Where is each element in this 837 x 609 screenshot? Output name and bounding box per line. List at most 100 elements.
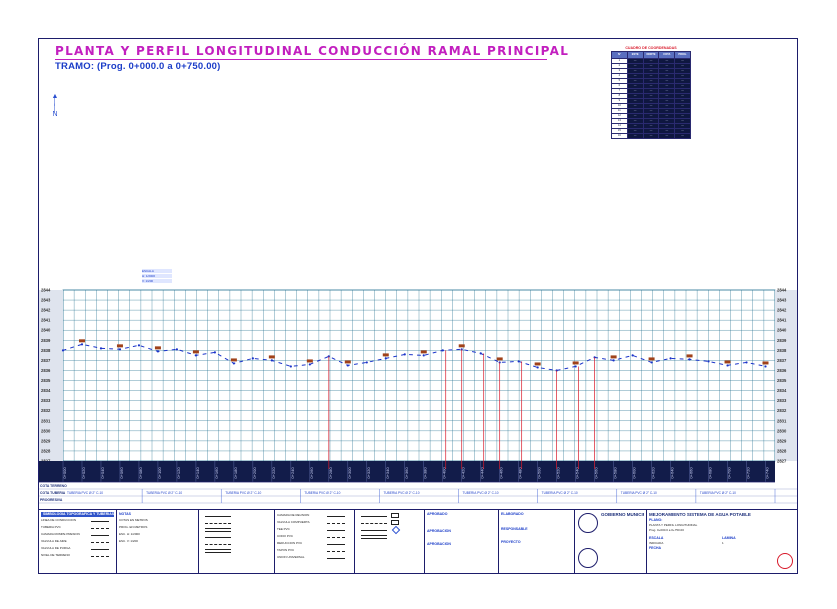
terrain-point <box>650 361 653 364</box>
station-label: 0+320 <box>366 467 371 479</box>
north-arrow-icon: ▲ │ │ N <box>51 93 59 118</box>
terrain-point <box>346 364 349 367</box>
simbolos-item-label: VALVULA COMPUERTA <box>277 520 310 525</box>
scale-note: ESCALA H: 1/2000 V: 1/200 <box>142 269 172 286</box>
terrain-point <box>612 359 615 362</box>
notas-item-label: ESC. H: 1/2000 <box>119 532 140 537</box>
terrain-point <box>175 348 179 351</box>
coord-header-4: PROG. <box>674 51 691 59</box>
simbolos-item-label: REDUCCION PVC <box>277 541 303 546</box>
elevation-label-right: 2832 <box>777 408 787 413</box>
table-row: 11— — — — <box>611 108 691 114</box>
table-row: 12— — — — <box>611 113 691 119</box>
terrain-point <box>308 363 311 366</box>
pipe-elevation-marker <box>610 355 617 359</box>
elevation-label-left: 2840 <box>41 328 51 333</box>
simbolos-symbol-icon <box>327 537 345 538</box>
pipe-elevation-marker <box>154 346 161 350</box>
leyenda-item: LINEA DE CONDUCCION <box>41 517 114 524</box>
title-underline <box>55 59 547 60</box>
station-label: 0+340 <box>385 467 390 479</box>
elevation-label-right: 2840 <box>777 328 787 333</box>
station-band <box>63 461 775 482</box>
station-label: 0+160 <box>214 467 219 479</box>
terrain-point <box>441 349 444 352</box>
elevation-label-right: 2844 <box>777 288 787 293</box>
station-label: 0+120 <box>176 467 181 479</box>
leyenda-symbol-icon <box>91 535 109 536</box>
station-label: 0+460 <box>499 467 504 479</box>
elevation-label-left: 2842 <box>41 308 51 313</box>
elevation-label-right: 2835 <box>777 378 787 383</box>
leyenda-item-label: VALVULA DE AIRE <box>41 539 67 544</box>
simbolos-item: TAPON PVC <box>277 547 352 554</box>
simbolos-item-label: TEE PVC <box>277 527 290 532</box>
simbolos-item: TEE PVC <box>277 526 352 533</box>
terrain-point <box>137 344 141 347</box>
terrain-point <box>365 361 368 364</box>
station-label: 0+700 <box>727 467 732 479</box>
table-row: 7— — — — <box>611 88 691 94</box>
elevation-label-left: 2832 <box>41 408 51 413</box>
leyenda-item-label: VALVULA DE PURGA <box>41 546 71 551</box>
aprobacion-cell: APROBADO APROBACIÓN APROBACIÓN <box>425 510 499 573</box>
elevation-label-left: 2830 <box>41 428 51 433</box>
station-label: 0+060 <box>119 467 124 479</box>
aprobacion-label-2: APROBACIÓN <box>427 542 451 546</box>
institution-cell: GOBIERNO MUNICIPAL <box>575 510 647 573</box>
pipe-elevation-marker <box>534 362 541 366</box>
terrain-point <box>118 348 122 351</box>
elevation-label-left: 2835 <box>41 378 51 383</box>
pipe-elevation-marker <box>116 344 123 348</box>
leyenda-item-label: NIVEL DE TERRENO <box>41 553 71 558</box>
responsable-label: RESPONSABLE <box>501 527 528 531</box>
terrain-point <box>536 366 539 369</box>
segment-label: TUBERIA PVC Ø 2" C-10 <box>67 491 103 495</box>
terrain-point <box>289 365 292 368</box>
station-label: 0+400 <box>442 467 447 479</box>
fittings-cell <box>355 510 425 573</box>
station-label: 0+280 <box>328 467 333 479</box>
elevation-label-right: 2839 <box>777 338 787 343</box>
station-label: 0+660 <box>689 467 694 479</box>
table-row: 1— — — — <box>611 58 691 64</box>
terrain-point <box>764 365 767 368</box>
coord-header-1: ESTE <box>626 51 644 59</box>
pipe-elevation-marker <box>648 357 655 361</box>
simbolos-symbol-icon <box>327 551 345 552</box>
terrain-point <box>80 343 84 346</box>
leyenda-title: SIMBOLOGIA TOPOGRAFICA Y TUBERIAS <box>41 512 114 517</box>
aprobado-label: APROBADO <box>427 512 448 516</box>
station-label: 0+620 <box>651 467 656 479</box>
elevation-label-left: 2829 <box>41 438 51 443</box>
elevation-label-left: 2836 <box>41 368 51 373</box>
coordinate-table: N° ESTE NORTE COTA PROG. 1— — — —2— — — —3— — — —4— — —… <box>611 51 691 139</box>
simbolos-item: VALVULA COMPUERTA <box>277 519 352 526</box>
station-label: 0+300 <box>347 467 352 479</box>
lamina-value: 1 <box>722 541 724 545</box>
coord-header-3: COTA <box>658 51 676 59</box>
leyenda-item-label: CAMARA ROMPE PRESION <box>41 532 80 537</box>
elevation-label-right: 2833 <box>777 398 787 403</box>
leyenda-item: NIVEL DE TERRENO <box>41 552 114 559</box>
station-label: 0+080 <box>138 467 143 479</box>
leyenda-item: TUBERIA PVC <box>41 524 114 531</box>
terrain-point <box>422 354 425 357</box>
data-row-label: PROGRESIVA <box>40 498 63 502</box>
simbolos-symbol-icon <box>327 516 345 517</box>
simbolos-item: REDUCCION PVC <box>277 540 352 547</box>
simbolos-symbol-icon <box>327 558 345 559</box>
leyenda-symbol-icon <box>91 528 109 529</box>
escala-label: ESCALA <box>649 536 664 540</box>
terrain-point <box>403 353 406 356</box>
plan-range: Prog. 0+000.0 a 0+750.00 <box>649 527 684 532</box>
elevation-label-left: 2838 <box>41 348 51 353</box>
elevation-label-right: 2831 <box>777 418 787 423</box>
segment-label: TUBERIA PVC Ø 2" C-10 <box>383 491 419 495</box>
project-cell: MEJORAMIENTO SISTEMA DE AGUA POTABLE PLA… <box>647 510 797 573</box>
escala-value: INDICADA <box>649 541 664 545</box>
leyenda-item: VALVULA DE AIRE <box>41 538 114 545</box>
pipe-elevation-marker <box>762 361 769 365</box>
station-label: 0+040 <box>100 467 105 479</box>
simbolos-item: UNION UNIVERSAL <box>277 554 352 561</box>
